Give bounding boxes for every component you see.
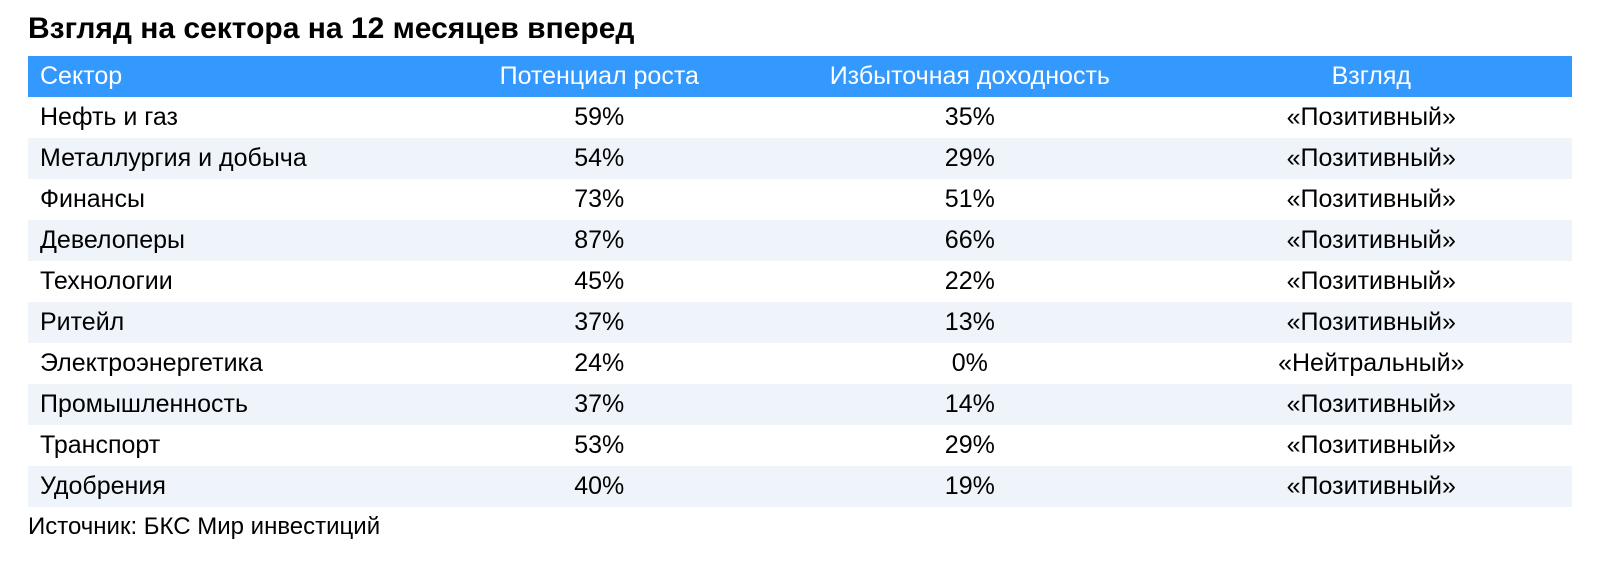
cell-growth: 24% bbox=[429, 343, 769, 384]
table-row: Металлургия и добыча 54% 29% «Позитивный… bbox=[28, 138, 1572, 179]
cell-growth: 53% bbox=[429, 425, 769, 466]
cell-view: «Позитивный» bbox=[1171, 302, 1572, 343]
table-row: Нефть и газ 59% 35% «Позитивный» bbox=[28, 97, 1572, 138]
cell-sector: Промышленность bbox=[28, 384, 429, 425]
cell-excess: 29% bbox=[769, 425, 1170, 466]
cell-excess: 51% bbox=[769, 179, 1170, 220]
cell-view: «Позитивный» bbox=[1171, 384, 1572, 425]
cell-excess: 22% bbox=[769, 261, 1170, 302]
cell-excess: 35% bbox=[769, 97, 1170, 138]
cell-growth: 73% bbox=[429, 179, 769, 220]
table-header-row: Сектор Потенциал роста Избыточная доходн… bbox=[28, 56, 1572, 97]
cell-growth: 87% bbox=[429, 220, 769, 261]
cell-excess: 14% bbox=[769, 384, 1170, 425]
page-title: Взгляд на сектора на 12 месяцев вперед bbox=[28, 12, 1572, 46]
col-header-sector: Сектор bbox=[28, 56, 429, 97]
cell-view: «Нейтральный» bbox=[1171, 343, 1572, 384]
cell-view: «Позитивный» bbox=[1171, 425, 1572, 466]
cell-view: «Позитивный» bbox=[1171, 179, 1572, 220]
cell-sector: Электроэнергетика bbox=[28, 343, 429, 384]
col-header-excess: Избыточная доходность bbox=[769, 56, 1170, 97]
cell-view: «Позитивный» bbox=[1171, 97, 1572, 138]
cell-sector: Транспорт bbox=[28, 425, 429, 466]
cell-sector: Нефть и газ bbox=[28, 97, 429, 138]
cell-growth: 54% bbox=[429, 138, 769, 179]
table-row: Ритейл 37% 13% «Позитивный» bbox=[28, 302, 1572, 343]
cell-excess: 66% bbox=[769, 220, 1170, 261]
table-row: Транспорт 53% 29% «Позитивный» bbox=[28, 425, 1572, 466]
table-row: Девелоперы 87% 66% «Позитивный» bbox=[28, 220, 1572, 261]
cell-view: «Позитивный» bbox=[1171, 220, 1572, 261]
table-row: Электроэнергетика 24% 0% «Нейтральный» bbox=[28, 343, 1572, 384]
cell-sector: Девелоперы bbox=[28, 220, 429, 261]
table-row: Промышленность 37% 14% «Позитивный» bbox=[28, 384, 1572, 425]
cell-excess: 29% bbox=[769, 138, 1170, 179]
cell-sector: Удобрения bbox=[28, 466, 429, 507]
col-header-view: Взгляд bbox=[1171, 56, 1572, 97]
table-row: Технологии 45% 22% «Позитивный» bbox=[28, 261, 1572, 302]
cell-growth: 59% bbox=[429, 97, 769, 138]
sector-outlook-table: Сектор Потенциал роста Избыточная доходн… bbox=[28, 56, 1572, 507]
cell-view: «Позитивный» bbox=[1171, 466, 1572, 507]
col-header-growth: Потенциал роста bbox=[429, 56, 769, 97]
table-row: Удобрения 40% 19% «Позитивный» bbox=[28, 466, 1572, 507]
cell-view: «Позитивный» bbox=[1171, 138, 1572, 179]
cell-growth: 37% bbox=[429, 384, 769, 425]
cell-sector: Металлургия и добыча bbox=[28, 138, 429, 179]
source-text: Источник: БКС Мир инвестиций bbox=[28, 513, 1572, 541]
cell-growth: 40% bbox=[429, 466, 769, 507]
cell-sector: Технологии bbox=[28, 261, 429, 302]
cell-view: «Позитивный» bbox=[1171, 261, 1572, 302]
cell-sector: Финансы bbox=[28, 179, 429, 220]
table-row: Финансы 73% 51% «Позитивный» bbox=[28, 179, 1572, 220]
cell-sector: Ритейл bbox=[28, 302, 429, 343]
cell-excess: 13% bbox=[769, 302, 1170, 343]
cell-excess: 0% bbox=[769, 343, 1170, 384]
cell-growth: 37% bbox=[429, 302, 769, 343]
cell-excess: 19% bbox=[769, 466, 1170, 507]
cell-growth: 45% bbox=[429, 261, 769, 302]
